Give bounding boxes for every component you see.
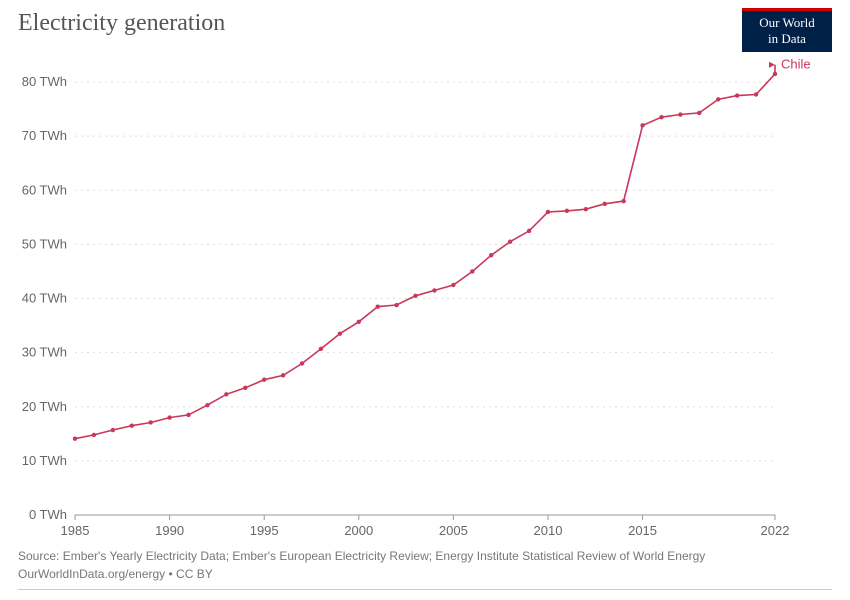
data-point xyxy=(508,240,512,244)
x-tick-label: 1995 xyxy=(250,523,279,538)
data-point xyxy=(697,111,701,115)
data-point xyxy=(659,115,663,119)
y-tick-label: 30 TWh xyxy=(22,345,67,360)
source-line: Source: Ember's Yearly Electricity Data;… xyxy=(18,547,705,565)
data-point xyxy=(413,294,417,298)
data-point xyxy=(167,415,171,419)
y-tick-label: 0 TWh xyxy=(29,507,67,522)
x-tick-label: 2022 xyxy=(761,523,790,538)
data-point xyxy=(773,72,777,76)
data-point xyxy=(432,288,436,292)
y-tick-label: 50 TWh xyxy=(22,236,67,251)
data-point xyxy=(394,303,398,307)
data-point xyxy=(338,332,342,336)
data-point xyxy=(640,123,644,127)
data-point xyxy=(243,386,247,390)
data-point xyxy=(621,199,625,203)
data-point xyxy=(489,253,493,257)
data-point xyxy=(319,347,323,351)
x-tick-label: 1990 xyxy=(155,523,184,538)
data-point xyxy=(584,207,588,211)
x-tick-label: 2005 xyxy=(439,523,468,538)
credit-line: OurWorldInData.org/energy • CC BY xyxy=(18,565,705,583)
footer: Source: Ember's Yearly Electricity Data;… xyxy=(18,547,705,583)
data-point xyxy=(73,436,77,440)
data-point xyxy=(546,210,550,214)
data-point xyxy=(357,320,361,324)
x-tick-label: 1985 xyxy=(61,523,90,538)
data-point xyxy=(527,229,531,233)
x-tick-label: 2015 xyxy=(628,523,657,538)
data-point xyxy=(678,112,682,116)
data-point xyxy=(205,403,209,407)
x-tick-label: 2000 xyxy=(344,523,373,538)
data-point xyxy=(376,304,380,308)
data-point xyxy=(92,433,96,437)
data-point xyxy=(735,93,739,97)
y-tick-label: 40 TWh xyxy=(22,291,67,306)
bottom-rule xyxy=(18,589,832,590)
data-point xyxy=(224,392,228,396)
line-chart: 0 TWh 10 TWh 20 TWh 30 TWh 40 TWh 50 TWh 60 TW… xyxy=(0,0,832,545)
data-point xyxy=(565,209,569,213)
series-label: Chile xyxy=(781,57,811,72)
y-tick-label: 80 TWh xyxy=(22,74,67,89)
data-point xyxy=(186,413,190,417)
data-point xyxy=(754,92,758,96)
y-tick-label: 70 TWh xyxy=(22,128,67,143)
data-point xyxy=(111,428,115,432)
x-tick-label: 2010 xyxy=(534,523,563,538)
y-tick-label: 60 TWh xyxy=(22,182,67,197)
arrowhead-icon xyxy=(769,62,775,68)
data-point xyxy=(716,97,720,101)
data-point xyxy=(300,361,304,365)
data-point xyxy=(262,378,266,382)
y-tick-label: 10 TWh xyxy=(22,453,67,468)
data-point xyxy=(148,420,152,424)
data-point xyxy=(451,283,455,287)
data-point xyxy=(470,269,474,273)
y-tick-label: 20 TWh xyxy=(22,399,67,414)
data-point xyxy=(130,424,134,428)
data-point xyxy=(281,373,285,377)
series-line xyxy=(75,65,775,439)
data-point xyxy=(603,202,607,206)
